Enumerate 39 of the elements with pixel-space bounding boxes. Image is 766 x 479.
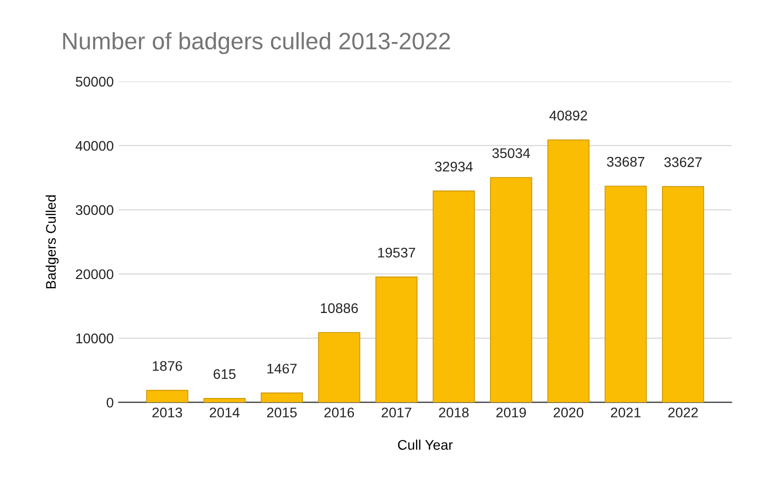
- data-label: 32934: [435, 162, 473, 172]
- data-label: 40892: [549, 110, 588, 120]
- data-label: 19537: [378, 248, 416, 258]
- y-tick-label: 40000: [76, 140, 114, 151]
- bar: [260, 392, 303, 402]
- data-label: 615: [214, 369, 236, 379]
- x-tick-label: 2018: [439, 408, 469, 418]
- x-tick-label: 2016: [324, 408, 354, 418]
- y-tick-label: 10000: [76, 334, 114, 344]
- y-tick-label: 50000: [76, 76, 114, 87]
- x-tick-label: 2014: [210, 408, 240, 418]
- bar: [432, 190, 475, 402]
- bar: [375, 276, 418, 402]
- x-tick-label: 2020: [554, 408, 584, 418]
- bar: [318, 332, 360, 402]
- y-tick-label: 30000: [76, 205, 114, 215]
- x-tick-label: 2013: [152, 408, 182, 418]
- bar: [490, 177, 532, 402]
- x-tick-label: 2022: [668, 408, 698, 418]
- data-label: 33687: [606, 156, 644, 167]
- y-tick-label: 20000: [76, 269, 114, 280]
- x-axis-title: Cull Year: [398, 440, 453, 450]
- x-tick-label: 2019: [496, 408, 526, 418]
- bar: [146, 390, 188, 402]
- x-tick-label: 2015: [267, 408, 297, 418]
- bar: [662, 186, 704, 402]
- y-tick-label: 0: [106, 398, 114, 408]
- chart-title: Number of badgers culled 2013-2022: [63, 32, 450, 54]
- x-tick-label: 2021: [610, 408, 640, 418]
- x-tick-label: 2017: [382, 408, 412, 418]
- bar: [604, 186, 647, 402]
- data-label: 35034: [492, 148, 530, 158]
- bar: [203, 398, 246, 402]
- data-label: 1876: [152, 361, 182, 371]
- data-label: 10886: [320, 303, 358, 314]
- data-label: 1467: [267, 364, 297, 374]
- bar: [547, 139, 590, 402]
- data-label: 33627: [664, 157, 702, 168]
- y-axis-title: Badgers Culled: [46, 195, 59, 288]
